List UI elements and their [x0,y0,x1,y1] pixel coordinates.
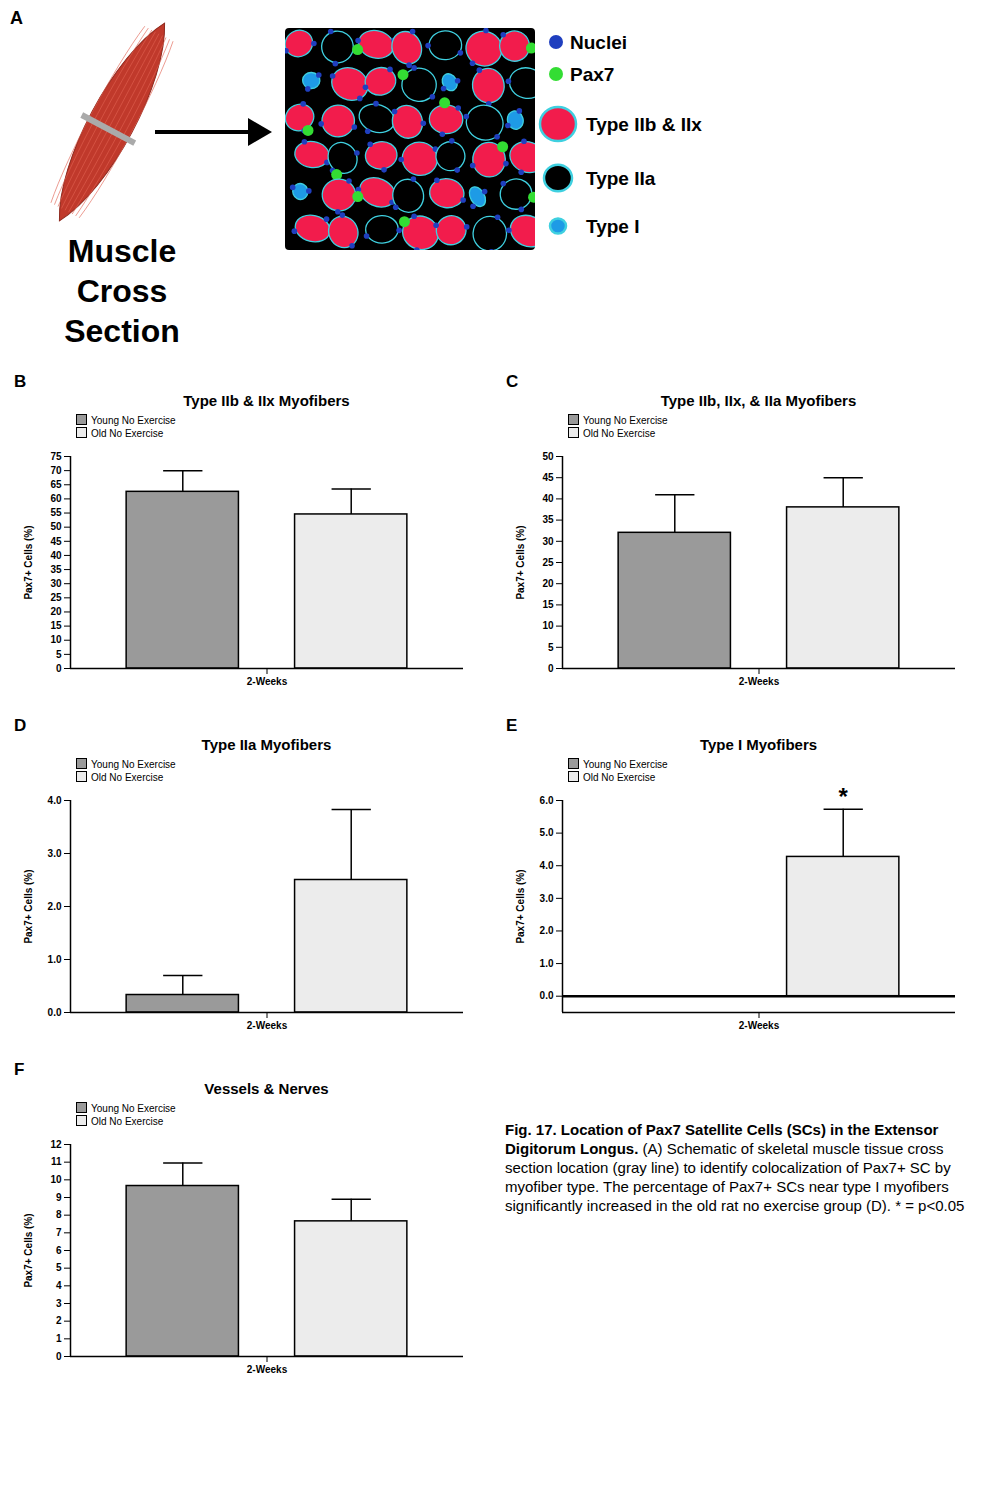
svg-text:20: 20 [542,578,554,589]
html-text:Type IIb & IIx Myofibers: Type IIb & IIx Myofibers [183,392,350,409]
html-text:Young No Exercise: Young No Exercise [91,415,176,426]
svg-text:Nuclei: Nuclei [570,32,627,53]
svg-text:Cross: Cross [77,273,168,309]
svg-text:8: 8 [56,1209,62,1220]
svg-text:1.0: 1.0 [48,954,62,965]
svg-text:2-Weeks: 2-Weeks [247,1020,288,1031]
html-text:Old No Exercise: Old No Exercise [91,772,164,783]
svg-text:15: 15 [50,620,62,631]
svg-text:10: 10 [50,1174,62,1185]
html-text:Vessels & Nerves: Vessels & Nerves [204,1080,329,1097]
svg-text:5: 5 [548,642,554,653]
svg-text:4.0: 4.0 [48,795,62,806]
svg-text:2-Weeks: 2-Weeks [739,1020,780,1031]
svg-text:Pax7+ Cells (%): Pax7+ Cells (%) [23,869,34,943]
svg-text:35: 35 [50,564,62,575]
svg-text:2-Weeks: 2-Weeks [739,676,780,687]
svg-text:5: 5 [56,1262,62,1273]
svg-text:60: 60 [50,493,62,504]
svg-text:Section: Section [64,313,180,349]
html-text:Old No Exercise: Old No Exercise [583,772,656,783]
svg-text:3: 3 [56,1298,62,1309]
html-text:D: D [14,716,27,735]
svg-text:4.0: 4.0 [540,860,554,871]
svg-text:0.0: 0.0 [540,990,554,1001]
html-text:Type IIb, IIx, & IIa Myofibers: Type IIb, IIx, & IIa Myofibers [660,392,857,409]
svg-text:40: 40 [542,493,554,504]
html-text:Type I Myofibers: Type I Myofibers [699,736,818,753]
svg-text:1.0: 1.0 [540,958,554,969]
svg-text:40: 40 [50,550,62,561]
html-text:Young No Exercise: Young No Exercise [583,759,668,770]
svg-text:Pax7: Pax7 [570,64,614,85]
svg-text:30: 30 [50,578,62,589]
svg-text:A: A [10,8,23,28]
svg-text:70: 70 [50,465,62,476]
svg-text:12: 12 [50,1139,62,1150]
svg-text:Type IIa: Type IIa [586,168,656,189]
svg-text:5: 5 [56,649,62,660]
html-text:C: C [506,372,519,391]
svg-text:0: 0 [56,1351,62,1362]
html-text:E: E [506,716,518,735]
html-text:Young No Exercise: Young No Exercise [583,415,668,426]
svg-text:15: 15 [542,599,554,610]
svg-text:4: 4 [56,1280,62,1291]
svg-text:9: 9 [56,1192,62,1203]
svg-text:6.0: 6.0 [540,795,554,806]
svg-text:2-Weeks: 2-Weeks [247,676,288,687]
html-text:Type IIa Myofibers: Type IIa Myofibers [201,736,332,753]
html-text:F: F [14,1060,25,1079]
svg-text:45: 45 [542,472,554,483]
svg-text:Pax7+ Cells (%): Pax7+ Cells (%) [23,1213,34,1287]
svg-text:2.0: 2.0 [48,901,62,912]
svg-text:Type I: Type I [586,216,640,237]
svg-text:25: 25 [542,557,554,568]
svg-text:2.0: 2.0 [540,925,554,936]
svg-text:0: 0 [56,663,62,674]
svg-text:6: 6 [56,1245,62,1256]
svg-text:3.0: 3.0 [48,848,62,859]
svg-text:10: 10 [542,620,554,631]
svg-text:20: 20 [50,606,62,617]
svg-text:Pax7+ Cells (%): Pax7+ Cells (%) [515,525,526,599]
svg-text:Pax7+ Cells (%): Pax7+ Cells (%) [23,525,34,599]
svg-text:50: 50 [542,451,554,462]
svg-text:50: 50 [50,521,62,532]
html-text:Young No Exercise: Young No Exercise [91,759,176,770]
svg-text:30: 30 [542,536,554,547]
svg-text:0: 0 [548,663,554,674]
svg-text:0.0: 0.0 [48,1007,62,1018]
svg-text:1: 1 [56,1333,62,1344]
svg-text:7: 7 [56,1227,62,1238]
svg-text:Type IIb & IIx: Type IIb & IIx [586,114,702,135]
svg-text:65: 65 [50,479,62,490]
html-text:Fig. 17. Location of Pax7 Sate: Fig. 17. Location of Pax7 Satellite Cell… [505,1121,965,1214]
svg-text:3.0: 3.0 [540,893,554,904]
svg-text:2-Weeks: 2-Weeks [247,1364,288,1375]
svg-text:Pax7+ Cells (%): Pax7+ Cells (%) [515,869,526,943]
html-text:Old No Exercise: Old No Exercise [91,1116,164,1127]
svg-text:2: 2 [56,1315,62,1326]
html-text:Old No Exercise: Old No Exercise [91,428,164,439]
html-text:B: B [14,372,27,391]
svg-text:5.0: 5.0 [540,827,554,838]
svg-text:*: * [839,783,849,810]
svg-text:25: 25 [50,592,62,603]
svg-text:75: 75 [50,451,62,462]
svg-text:11: 11 [51,1156,62,1167]
html-text:Old No Exercise: Old No Exercise [583,428,656,439]
svg-text:55: 55 [50,507,62,518]
svg-text:Muscle: Muscle [68,233,176,269]
svg-text:45: 45 [50,536,62,547]
svg-text:35: 35 [542,514,554,525]
svg-text:10: 10 [50,634,62,645]
html-text:Young No Exercise: Young No Exercise [91,1103,176,1114]
